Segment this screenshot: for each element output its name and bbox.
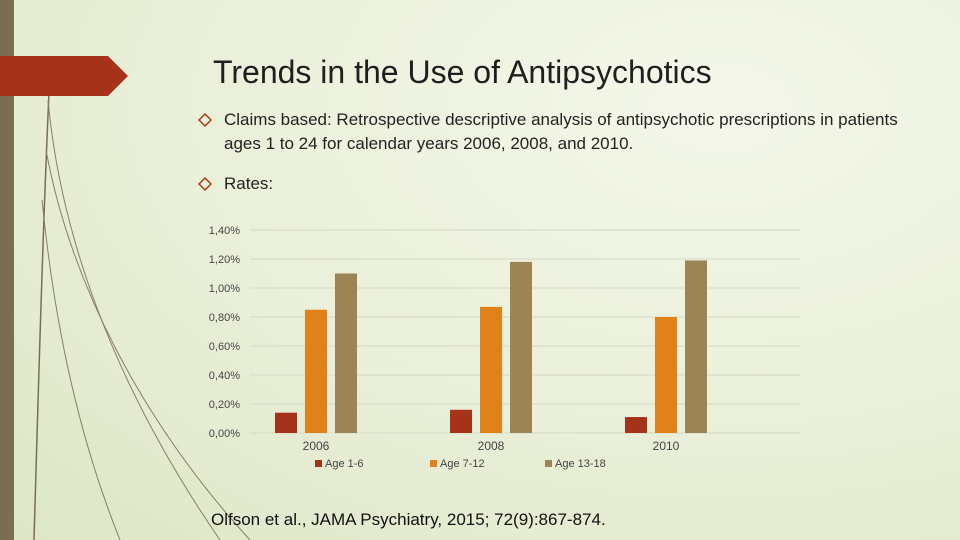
y-tick-label: 1,20% <box>209 254 240 266</box>
bar <box>450 409 472 433</box>
y-tick-label: 0,20% <box>209 399 240 411</box>
y-tick-label: 0,00% <box>209 428 240 440</box>
left-accent-bar <box>0 0 14 540</box>
bullet-item-rates: Rates: <box>198 172 898 196</box>
bar <box>685 260 707 433</box>
y-tick-label: 0,80% <box>209 312 240 324</box>
chart-legend: Age 1-6 Age 7-12 Age 13-18 <box>315 458 606 470</box>
citation: Olfson et al., JAMA Psychiatry, 2015; 72… <box>211 510 606 529</box>
bullet-item-claims: Claims based: Retrospective descriptive … <box>198 108 898 156</box>
legend-label: Age 13-18 <box>555 458 606 470</box>
bar <box>305 309 327 433</box>
bar <box>275 412 297 433</box>
legend-swatch <box>545 460 552 467</box>
slide-title: Trends in the Use of Antipsychotics <box>213 54 712 90</box>
legend-label: Age 1-6 <box>325 458 364 470</box>
bar <box>655 317 677 433</box>
bullet-text-rates: Rates: <box>224 174 274 193</box>
y-tick-label: 0,60% <box>209 341 240 353</box>
diamond-bullet-icon <box>198 113 212 127</box>
legend-label: Age 7-12 <box>440 458 485 470</box>
decorative-swoosh-lines <box>33 69 251 540</box>
chart-y-tick-labels: 0,00% 0,20% 0,40% 0,60% 0,80% 1,00% 1,20% 1,40% <box>209 225 240 440</box>
legend-swatch <box>430 460 437 467</box>
bar <box>625 417 647 433</box>
chart-x-tick-labels: 2006 2008 2010 <box>303 439 680 453</box>
bar-chart: 0,00% 0,20% 0,40% 0,60% 0,80% 1,00% 1,20% 1,40%… <box>209 225 800 470</box>
bar <box>480 306 502 433</box>
chart-bars <box>275 260 707 433</box>
x-tick-label: 2006 <box>303 439 330 453</box>
x-tick-label: 2010 <box>653 439 680 453</box>
bullet-list: Claims based: Retrospective descriptive … <box>198 108 898 212</box>
y-tick-label: 1,00% <box>209 283 240 295</box>
title-accent-tab <box>0 56 128 96</box>
diamond-bullet-icon <box>198 177 212 191</box>
x-tick-label: 2008 <box>478 439 505 453</box>
bar <box>510 261 532 433</box>
legend-swatch <box>315 460 322 467</box>
y-tick-label: 1,40% <box>209 225 240 237</box>
bar <box>335 273 357 433</box>
bullet-text-claims: Claims based: Retrospective descriptive … <box>224 110 898 153</box>
y-tick-label: 0,40% <box>209 370 240 382</box>
